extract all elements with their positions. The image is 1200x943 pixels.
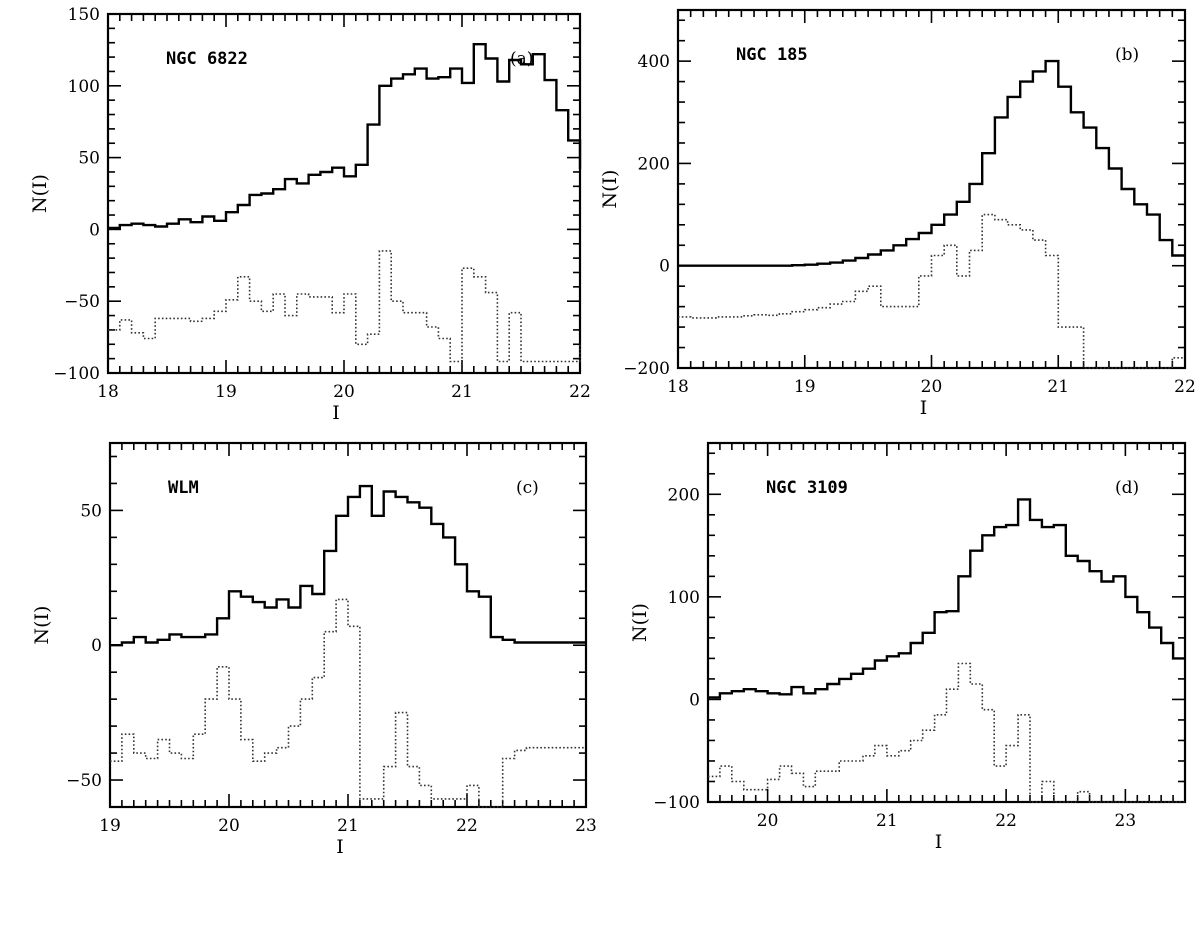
- galaxy-name: NGC 6822: [166, 49, 248, 69]
- y-tick-label: 0: [91, 636, 102, 656]
- x-axis-label: I: [332, 402, 340, 424]
- x-tick-label: 20: [921, 377, 943, 397]
- x-tick-label: 21: [876, 811, 898, 831]
- y-axis-label: N(I): [31, 606, 53, 645]
- y-tick-label: 50: [78, 149, 100, 169]
- x-tick-label: 18: [97, 382, 119, 402]
- x-tick-label: 19: [215, 382, 237, 402]
- galaxy-name: NGC 185: [736, 45, 808, 65]
- y-tick-label: 0: [689, 690, 700, 710]
- x-tick-label: 23: [575, 816, 597, 836]
- x-tick-label: 22: [456, 816, 478, 836]
- histogram-dotted-series: [708, 662, 1185, 803]
- x-tick-label: 22: [1174, 377, 1196, 397]
- x-tick-label: 22: [569, 382, 591, 402]
- histogram-dotted-series: [108, 250, 581, 363]
- y-axis-label: N(I): [599, 170, 621, 209]
- x-tick-label: 18: [667, 377, 689, 397]
- x-axis-label: I: [935, 831, 943, 853]
- x-tick-label: 20: [218, 816, 240, 836]
- y-tick-label: 0: [659, 257, 670, 277]
- histogram-solid-series: [708, 498, 1185, 699]
- histogram-solid-series: [678, 59, 1185, 267]
- y-tick-label: 200: [638, 154, 670, 174]
- x-tick-label: 23: [1115, 811, 1137, 831]
- y-tick-label: 150: [68, 5, 100, 25]
- panel-label: (d): [1115, 478, 1139, 498]
- histogram-dotted-series: [110, 598, 586, 808]
- x-tick-label: 19: [794, 377, 816, 397]
- x-tick-label: 19: [99, 816, 121, 836]
- y-tick-label: 50: [80, 501, 102, 521]
- y-tick-label: 100: [68, 77, 100, 97]
- x-tick-label: 22: [995, 811, 1017, 831]
- x-tick-label: 21: [451, 382, 473, 402]
- y-tick-label: −100: [653, 793, 700, 813]
- x-tick-label: 20: [333, 382, 355, 402]
- y-tick-label: 400: [638, 52, 670, 72]
- panel-label: (b): [1115, 45, 1139, 65]
- y-tick-label: −100: [53, 364, 100, 384]
- y-tick-label: −50: [66, 771, 102, 791]
- y-tick-label: 200: [668, 485, 700, 505]
- x-axis-label: I: [920, 397, 928, 419]
- y-tick-label: 100: [668, 588, 700, 608]
- x-tick-label: 20: [757, 811, 779, 831]
- x-tick-label: 21: [1047, 377, 1069, 397]
- histogram-solid-series: [110, 484, 586, 647]
- galaxy-name: NGC 3109: [766, 478, 848, 498]
- y-axis-label: N(I): [629, 603, 651, 642]
- histogram-solid-series: [108, 43, 582, 230]
- histogram-dotted-series: [678, 213, 1185, 369]
- y-tick-label: 0: [89, 220, 100, 240]
- y-tick-label: −50: [64, 292, 100, 312]
- y-tick-label: −200: [623, 359, 670, 379]
- panel-c: 19 20 21 22 23 −50 0 50 I N(I) WLM (c): [31, 441, 597, 858]
- y-axis-label: N(I): [29, 174, 51, 213]
- x-axis-label: I: [336, 836, 344, 858]
- galaxy-name: WLM: [168, 478, 199, 498]
- panel-label: (c): [516, 478, 539, 498]
- panel-b: 18 19 20 21 22 −200 0 200 400 I N(I) NGC 185 (b): [599, 8, 1196, 419]
- panel-d: 20 21 22 23 −100 0 100 200 I N(I) NGC 3109 (d): [629, 441, 1187, 853]
- x-tick-label: 21: [337, 816, 359, 836]
